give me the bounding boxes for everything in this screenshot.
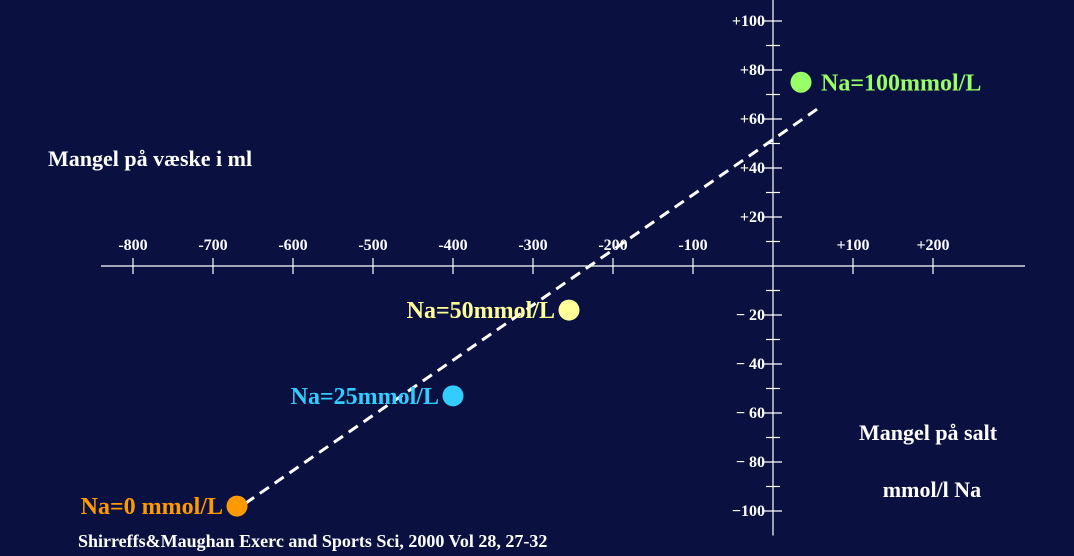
data-points: Na=100mmol/L Na=50mmol/L Na=25mmol/L Na=0 m…	[81, 70, 982, 520]
y-tick-label: +80	[740, 62, 765, 79]
y-tick-label: +60	[740, 111, 765, 128]
point-label: Na=100mmol/L	[821, 70, 981, 96]
x-axis-title-line2: mmol/l Na	[883, 477, 981, 502]
x-tick-label: -500	[358, 237, 387, 254]
x-tick-label: -100	[678, 237, 707, 254]
point-label: Na=0 mmol/L	[81, 494, 223, 520]
x-tick-label: -600	[278, 237, 307, 254]
data-point	[226, 495, 248, 517]
axes	[101, 0, 1025, 536]
data-point	[442, 385, 464, 407]
x-tick-label: -200	[598, 237, 627, 254]
y-tick-label: − 80	[736, 454, 765, 471]
y-tick-label: +100	[732, 13, 765, 30]
data-point	[790, 71, 812, 93]
x-axis-title-line1: Mangel på salt	[859, 420, 998, 445]
y-tick-label: +20	[740, 209, 765, 226]
point-label: Na=25mmol/L	[291, 384, 439, 410]
y-tick-label: − 60	[736, 405, 765, 422]
y-axis-title: Mangel på væske i ml	[48, 146, 252, 171]
y-tick-label: − 40	[736, 356, 765, 373]
trend-line	[244, 107, 818, 505]
y-tick-label: − 20	[736, 307, 765, 324]
data-point	[558, 299, 580, 321]
x-tick-label: +200	[916, 237, 949, 254]
trend-line-group	[244, 107, 818, 505]
x-tick-label: -400	[438, 237, 467, 254]
y-ticks: +100 +80 +60 +40 +20 − 20 − 40 − 60 − 80 −100	[732, 13, 782, 520]
x-ticks: -800 -700 -600 -500 -400 -300 -200 -100 +100 +200	[118, 237, 950, 274]
point-label: Na=50mmol/L	[407, 298, 555, 324]
x-tick-label: +100	[836, 237, 869, 254]
citation: Shirreffs&Maughan Exerc and Sports Sci, …	[78, 531, 547, 551]
x-tick-label: -800	[118, 237, 147, 254]
y-tick-label: +40	[740, 160, 765, 177]
x-tick-label: -300	[518, 237, 547, 254]
y-tick-label: −100	[732, 503, 765, 520]
x-tick-label: -700	[198, 237, 227, 254]
